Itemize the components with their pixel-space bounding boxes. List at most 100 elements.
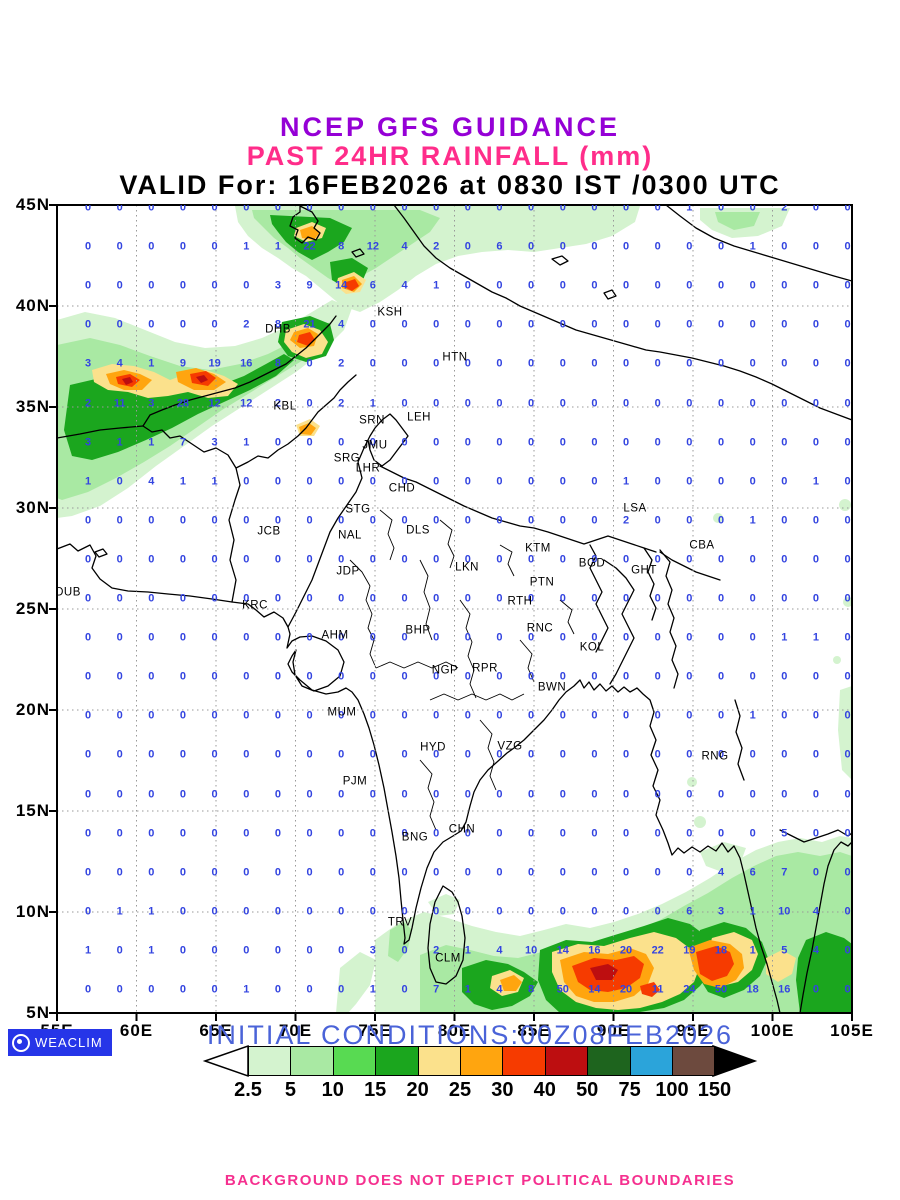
x-axis-label-85E: 85E: [517, 1021, 551, 1040]
rainfall-value: 0: [812, 709, 819, 722]
station-label-jcb: JCB: [257, 525, 281, 538]
rainfall-value: 1: [433, 279, 440, 292]
rainfall-value: 0: [717, 397, 725, 409]
rainfall-value: 1: [84, 944, 92, 957]
station-label-trv: TRV: [387, 916, 413, 929]
rainfall-value: 0: [306, 631, 313, 644]
rainfall-value: 0: [844, 983, 851, 996]
rainfall-value: 0: [622, 318, 630, 331]
rainfall-value: 0: [148, 788, 155, 800]
rainfall-value: 0: [369, 475, 376, 488]
rainfall-value: 0: [717, 205, 725, 214]
x-axis-label-60E: 60E: [119, 1021, 154, 1040]
rainfall-value: 7: [433, 983, 440, 996]
rainfall-value: 0: [116, 631, 123, 644]
rainfall-value: 0: [274, 709, 281, 722]
rainfall-value: 1: [749, 709, 756, 722]
rainfall-value: 0: [211, 553, 218, 566]
rainfall-value: 0: [338, 631, 345, 644]
rainfall-value: 0: [496, 631, 503, 644]
legend-label-15: 15: [364, 1079, 387, 1101]
rainfall-value: 0: [401, 983, 408, 996]
rainfall-value: 20: [619, 944, 633, 957]
rainfall-value: 12: [208, 397, 221, 409]
station-label-clm: CLM: [435, 952, 461, 965]
station-label-rpr: RPR: [472, 662, 498, 675]
station-label-ght: GHT: [631, 564, 657, 577]
rainfall-value: 0: [179, 866, 186, 879]
rainfall-value: 0: [528, 514, 535, 527]
rainfall-value: 0: [116, 983, 123, 996]
rainfall-value: 0: [179, 592, 186, 605]
rainfall-value: 0: [749, 436, 756, 449]
rainfall-value: 4: [496, 944, 503, 957]
rainfall-value: 0: [464, 205, 471, 214]
state-borders: [349, 509, 575, 831]
rainfall-value: 0: [401, 318, 408, 331]
rainfall-value: 1: [243, 240, 250, 253]
rainfall-value: 0: [338, 788, 345, 800]
rainfall-value: 0: [591, 553, 598, 566]
rainfall-value: 0: [274, 788, 281, 800]
rainfall-value: 20: [619, 983, 633, 996]
page-subtitle: PAST 24HR RAINFALL (mm): [246, 141, 654, 171]
rainfall-value: 18: [714, 944, 728, 957]
rainfall-value: 1: [749, 514, 756, 527]
station-label-srg: SRG: [333, 452, 361, 465]
rainfall-value: 0: [243, 592, 250, 605]
rainfall-value: 0: [148, 709, 155, 722]
rainfall-value: 0: [496, 436, 503, 449]
rainfall-value: 0: [84, 514, 92, 527]
rainfall-value: 0: [84, 631, 92, 644]
station-label-bhp: BHP: [405, 624, 431, 637]
rainfall-value: 2: [433, 944, 440, 957]
rainfall-value: 6: [496, 240, 503, 253]
legend-label-30: 30: [491, 1079, 514, 1101]
rainfall-value: 0: [528, 397, 535, 409]
station-label-mum: MUM: [327, 706, 357, 719]
rainfall-value: 0: [84, 592, 92, 605]
rainfall-value: 0: [528, 592, 535, 605]
rainfall-value: 0: [717, 592, 725, 605]
rainfall-value: 0: [686, 709, 693, 722]
rainfall-value: 0: [84, 318, 92, 331]
rainfall-value: 0: [749, 553, 756, 566]
rainfall-value: 0: [496, 670, 503, 683]
rainfall-value: 0: [591, 631, 598, 644]
station-label-ptn: PTN: [529, 576, 555, 589]
rainfall-value: 0: [591, 670, 598, 683]
legend-label-2.5: 2.5: [234, 1079, 262, 1101]
rainfall-value: 0: [528, 279, 535, 292]
rainfall-value: 0: [274, 475, 281, 488]
rainfall-value: 0: [148, 748, 155, 761]
rainfall-value: 1: [116, 905, 123, 918]
rainfall-value: 0: [84, 709, 92, 722]
rainfall-value: 1: [148, 905, 155, 918]
rainfall-value: 0: [496, 357, 503, 370]
rainfall-value: 0: [496, 397, 503, 409]
rainfall-value: 0: [148, 240, 155, 253]
rainfall-value: 0: [717, 318, 725, 331]
rainfall-value: 9: [179, 357, 186, 370]
rainfall-value: 0: [812, 318, 819, 331]
y-axis-label-35N: 35N: [15, 397, 50, 416]
rainfall-value: 0: [528, 905, 535, 918]
rainfall-value: 0: [686, 631, 693, 644]
rainfall-value: 0: [496, 475, 503, 488]
station-label-bng: BNG: [401, 831, 429, 844]
y-axis-label-10N: 10N: [15, 902, 50, 921]
rainfall-value: 19: [208, 357, 221, 370]
rainfall-value: 0: [369, 827, 376, 840]
rainfall-value: 2: [274, 397, 281, 409]
rainfall-value: 0: [179, 748, 186, 761]
rainfall-value: 0: [528, 357, 535, 370]
rainfall-value: 0: [306, 827, 313, 840]
rainfall-value: 0: [148, 318, 155, 331]
rainfall-value: 0: [211, 788, 218, 800]
rainfall-value: 0: [274, 553, 281, 566]
station-label-pjm: PJM: [342, 775, 368, 788]
rainfall-value: 0: [528, 436, 535, 449]
rainfall-value: 0: [274, 205, 281, 214]
rainfall-value: 0: [717, 240, 725, 253]
rainfall-value: 0: [84, 983, 92, 996]
